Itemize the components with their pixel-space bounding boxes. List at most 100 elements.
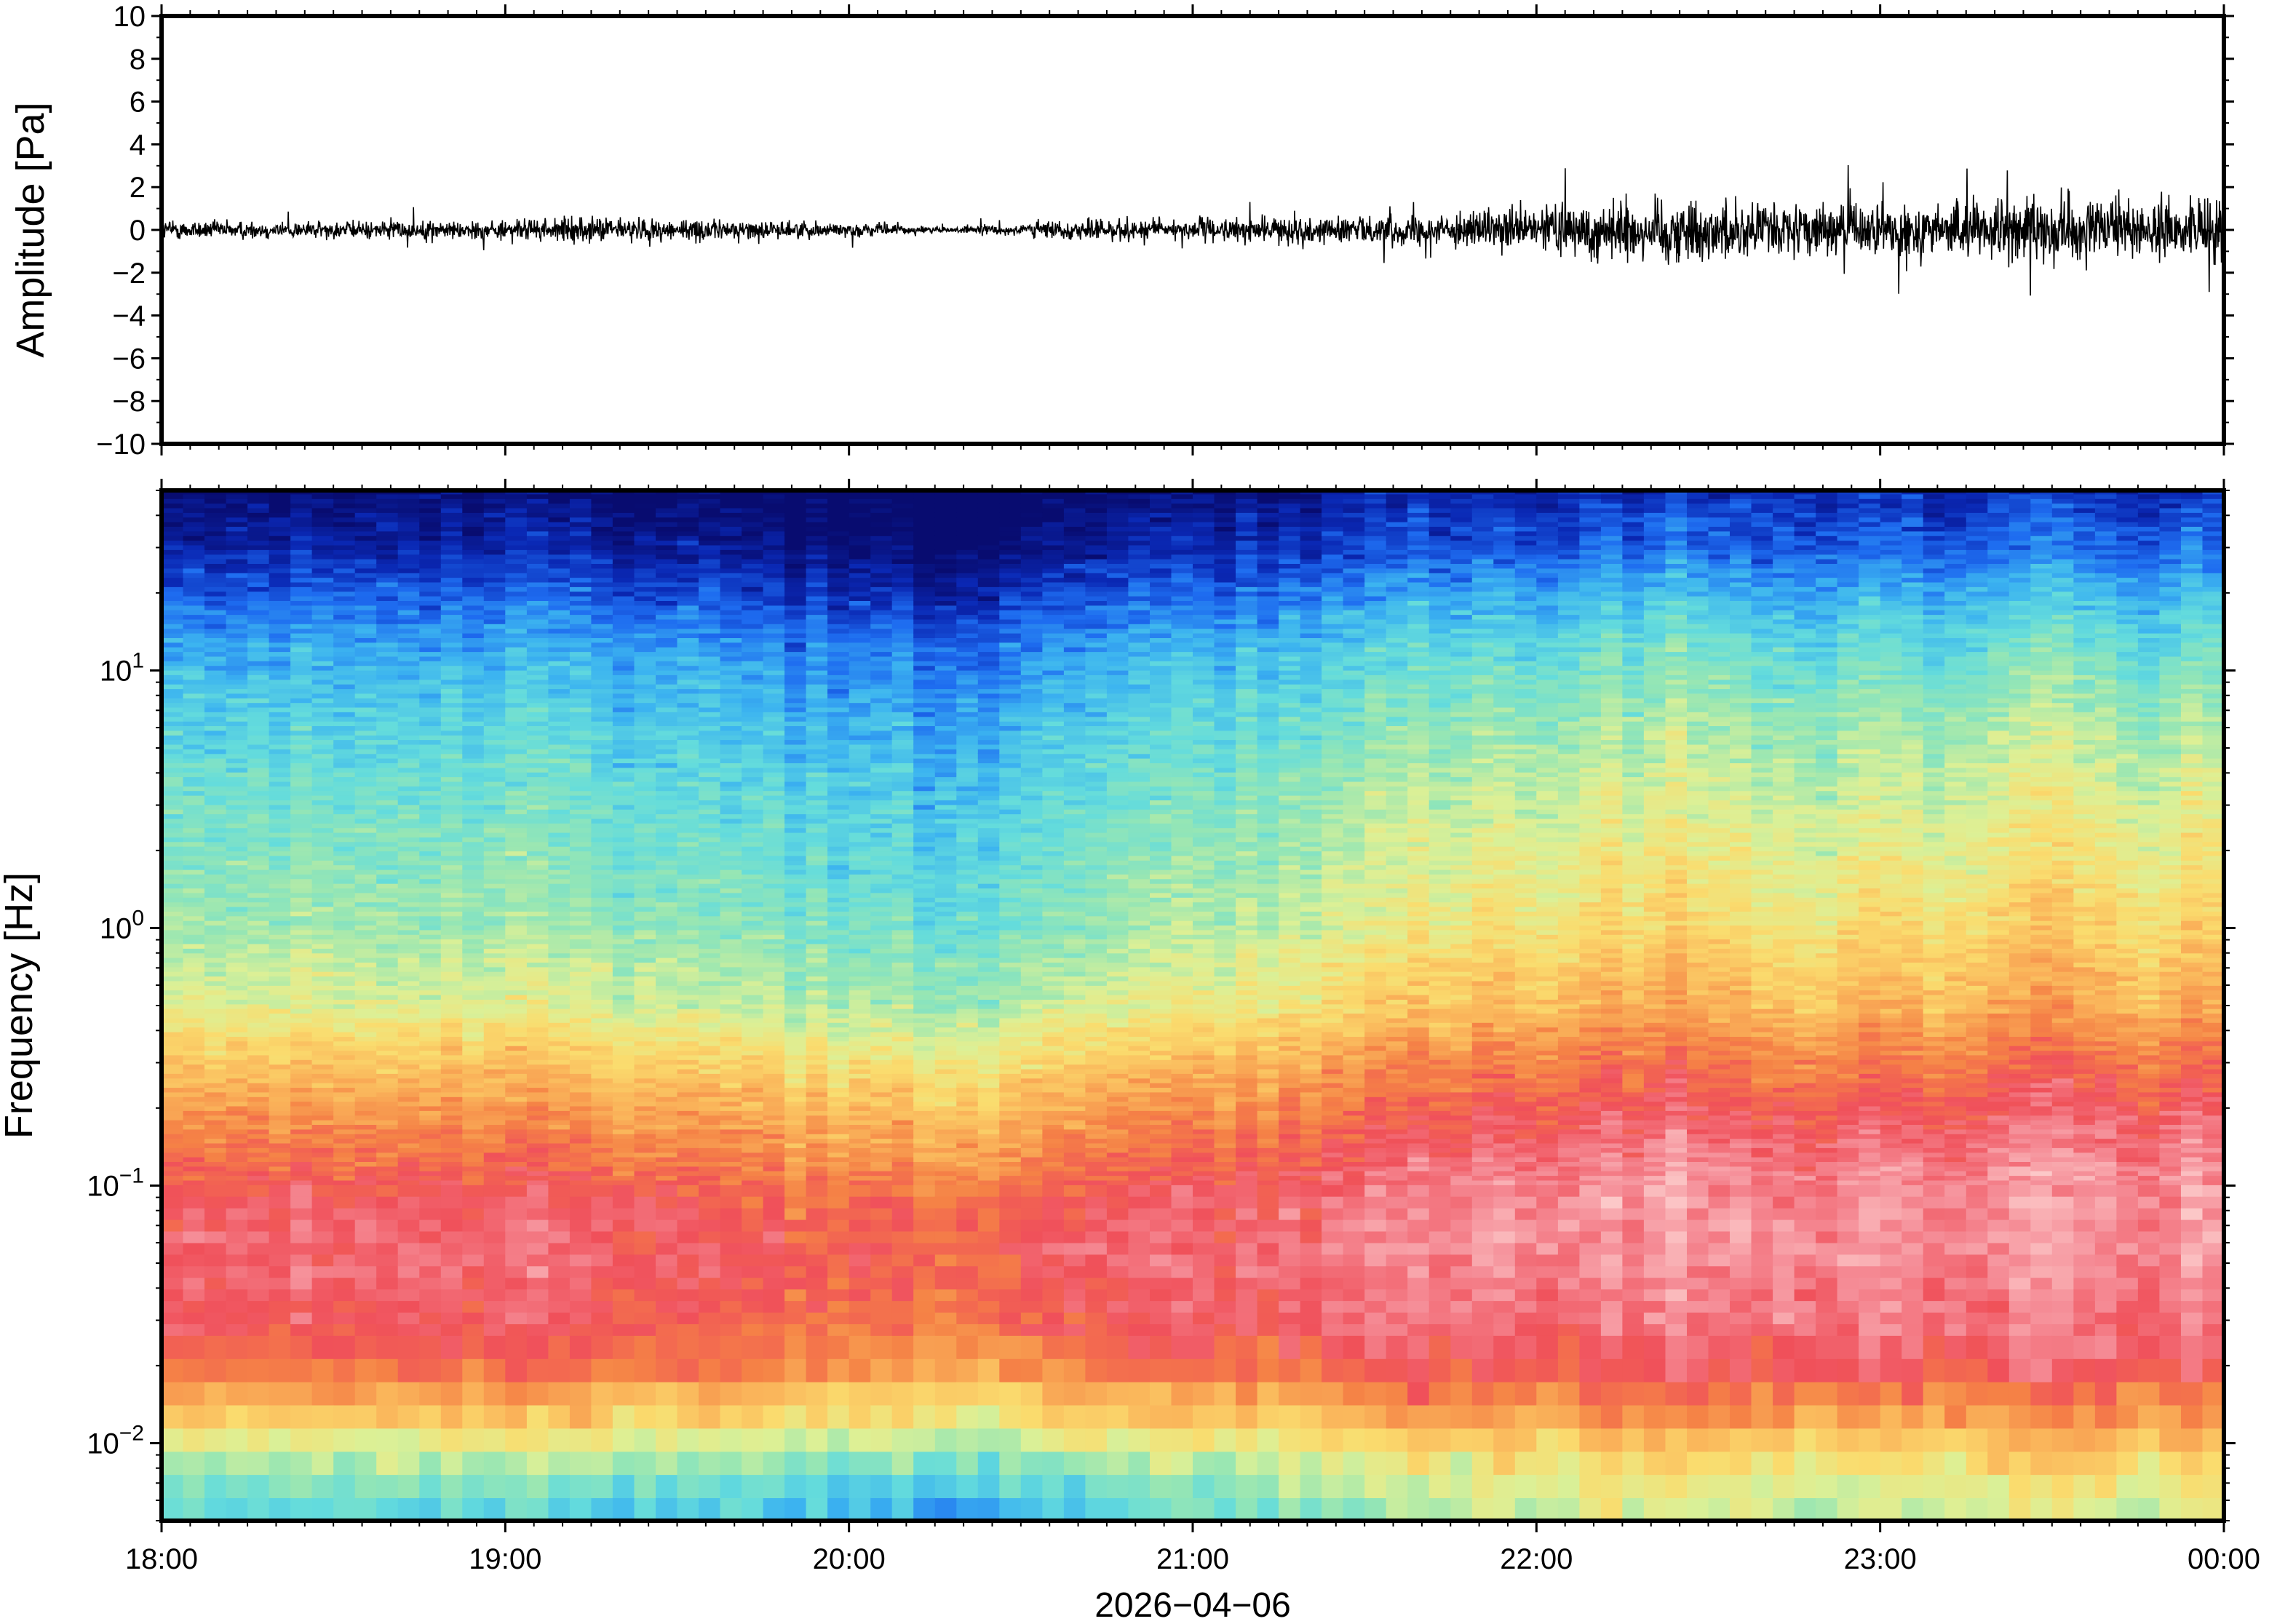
spectrogram-cell [569, 906, 592, 912]
spectrogram-cell [354, 1022, 377, 1028]
spectrogram-cell [397, 568, 420, 573]
spectrogram-cell [162, 1428, 184, 1452]
spectrogram-cell [612, 1161, 635, 1167]
spectrogram-cell [269, 804, 291, 810]
spectrogram-cell [419, 915, 442, 921]
spectrogram-cell [656, 720, 678, 726]
spectrogram-cell [440, 1289, 464, 1302]
spectrogram-cell [656, 976, 678, 982]
spectrogram-cell [612, 540, 635, 546]
spectrogram-cell [505, 1185, 528, 1197]
spectrogram-cell [483, 901, 506, 907]
spectrogram-cell [269, 1219, 291, 1232]
spectrogram-cell [226, 813, 248, 819]
spectrogram-cell [742, 943, 764, 949]
spectrogram-cell [505, 990, 528, 995]
spectrogram-cell [204, 948, 227, 954]
spectrogram-cell [440, 1170, 464, 1177]
spectrogram-cell [354, 939, 377, 944]
spectrogram-cell [699, 841, 721, 847]
spectrogram-cell [397, 730, 420, 736]
spectrogram-cell [162, 943, 184, 949]
spectrogram-cell [505, 720, 528, 726]
spectrogram-cell [699, 1110, 721, 1116]
spectrogram-cell [720, 934, 742, 940]
spectrogram-cell [699, 624, 721, 629]
spectrogram-cell [526, 1059, 549, 1065]
spectrogram-cell [354, 985, 377, 991]
spectrogram-cell [699, 1428, 721, 1452]
spectrogram-cell [720, 493, 742, 499]
spectrogram-cell [742, 628, 764, 634]
spectrogram-cell [269, 730, 291, 736]
spectrogram-cell [462, 971, 485, 977]
spectrogram-cell [612, 665, 635, 671]
spectrogram-cell [483, 897, 506, 903]
spectrogram-cell [742, 1101, 764, 1107]
spectrogram-cell [397, 827, 420, 833]
spectrogram-cell [376, 1147, 399, 1153]
spectrogram-cell [462, 841, 485, 847]
spectrogram-cell [376, 1161, 399, 1167]
spectrogram-cell [311, 540, 334, 546]
spectrogram-cell [247, 1003, 270, 1009]
spectrogram-cell [634, 1230, 656, 1243]
spectrogram-cell [462, 1161, 485, 1167]
spectrogram-cell [548, 915, 571, 921]
spectrogram-cell [720, 795, 742, 800]
spectrogram-cell [677, 646, 699, 653]
spectrogram-cell [569, 883, 592, 889]
spectrogram-cell [699, 906, 721, 912]
spectrogram-cell [634, 1381, 656, 1406]
spectrogram-cell [247, 591, 270, 597]
spectrogram-cell [612, 892, 635, 898]
spectrogram-cell [419, 1196, 442, 1209]
spectrogram-cell [204, 1335, 227, 1359]
spectrogram-cell [720, 1161, 742, 1167]
spectrogram-cell [333, 1152, 356, 1158]
spectrogram-cell [419, 1265, 442, 1278]
spectrogram-cell [311, 1068, 334, 1074]
spectrogram-cell [612, 651, 635, 657]
spectrogram-cell [290, 999, 313, 1005]
spectrogram-cell [311, 1185, 334, 1197]
spectrogram-cell [505, 851, 528, 856]
spectrogram-cell [183, 757, 205, 763]
spectrogram-cell [376, 1082, 399, 1088]
spectrogram-cell [612, 1358, 635, 1382]
spectrogram-cell [397, 720, 420, 726]
spectrogram-cell [397, 1152, 420, 1158]
spectrogram-cell [699, 939, 721, 944]
spectrogram-cell [677, 669, 699, 675]
spectrogram-cell [162, 544, 184, 550]
spectrogram-cell [462, 1054, 485, 1060]
spectrogram-cell [183, 771, 205, 778]
spectrogram-cell [462, 498, 485, 504]
spectrogram-cell [656, 1027, 678, 1032]
spectrogram-cell [548, 911, 571, 917]
spectrogram-cell [419, 781, 442, 787]
spectrogram-cell [290, 855, 313, 861]
spectrogram-cell [742, 1254, 764, 1267]
spectrogram-cell [569, 1196, 592, 1209]
spectrogram-cell [162, 1008, 184, 1014]
spectrogram-cell [269, 1381, 291, 1406]
spectrogram-cell [419, 943, 442, 949]
spectrogram-cell [183, 521, 205, 527]
spectrogram-cell [333, 1045, 356, 1051]
spectrogram-cell [720, 1142, 742, 1148]
spectrogram-cell [419, 568, 442, 573]
spectrogram-cell [462, 503, 485, 509]
spectrogram-cell [548, 990, 571, 995]
spectrogram-cell [591, 1101, 613, 1107]
spectrogram-cell [204, 1040, 227, 1046]
spectrogram-cell [591, 1170, 613, 1177]
spectrogram-cell [548, 1170, 571, 1177]
spectrogram-cell [634, 1358, 656, 1382]
spectrogram-cell [311, 503, 334, 509]
spectrogram-cell [505, 971, 528, 977]
spectrogram-cell [526, 1073, 549, 1079]
spectrogram-cell [634, 1161, 656, 1167]
spectrogram-cell [183, 498, 205, 504]
